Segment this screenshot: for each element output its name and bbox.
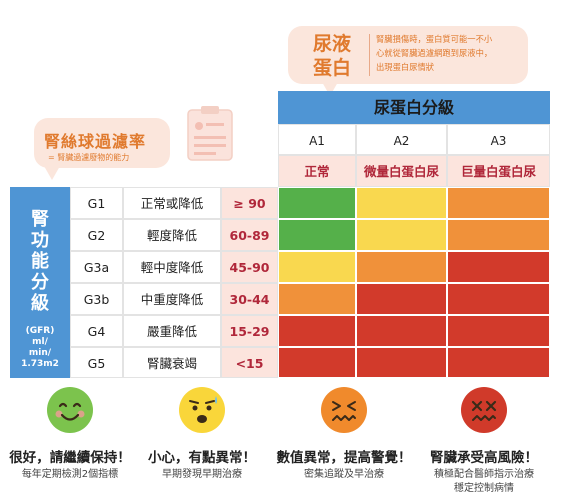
- protein-bubble-divider: [369, 34, 370, 76]
- row-g1-code: G1: [70, 187, 123, 219]
- protein-grade-header: 尿蛋白分級: [278, 91, 550, 124]
- row-g4-desc: 嚴重降低: [123, 315, 221, 347]
- risk-cell-g1-a3: [447, 187, 550, 219]
- side-char: 分: [31, 272, 49, 293]
- unit-line: min/: [28, 348, 52, 358]
- row-g3a-value: 45-90: [221, 251, 278, 283]
- row-g2-value: 60-89: [221, 219, 278, 251]
- protein-desc-line1: 腎臟損傷時，蛋白質可能一不小: [376, 34, 493, 44]
- risk-cell-g3a-a3: [447, 251, 550, 283]
- side-char: 能: [31, 251, 49, 272]
- gfr-bubble-subtitle: = 腎臟過濾廢物的能力: [48, 153, 130, 162]
- dizzy-face-icon: [461, 387, 507, 433]
- gfr-bubble-title: 腎絲球過濾率: [44, 132, 147, 151]
- risk-cell-g3b-a3: [447, 283, 550, 315]
- legend-caption-caution: 小心，有點異常！: [148, 450, 256, 466]
- risk-cell-g4-a3: [447, 315, 550, 347]
- protein-desc-line3: 出現蛋白尿情狀: [376, 62, 435, 72]
- row-g1-desc: 正常或降低: [123, 187, 221, 219]
- protein-desc-line2: 心就從腎臟過濾網跑到尿液中，: [376, 48, 493, 58]
- risk-cell-g1-a2: [356, 187, 447, 219]
- protein-bubble-desc: 腎臟損傷時，蛋白質可能一不小 心就從腎臟過濾網跑到尿液中， 出現蛋白尿情狀: [376, 32, 518, 74]
- protein-bubble-title: 尿液 蛋白: [296, 32, 368, 80]
- risk-cell-g5-a3: [447, 347, 550, 378]
- risk-cell-g4-a1: [278, 315, 356, 347]
- side-char: 腎: [31, 209, 49, 230]
- row-g3b-value: 30-44: [221, 283, 278, 315]
- smiling-face-icon: [47, 387, 93, 433]
- col-header-a2-code: A2: [356, 124, 447, 155]
- col-header-a2-label: 微量白蛋白尿: [356, 155, 447, 187]
- clipboard-icon: [187, 106, 233, 161]
- legend-sub-high-risk: 積極配合醫師指示治療: [434, 469, 534, 480]
- risk-cell-g5-a1: [278, 347, 356, 378]
- protein-title-line1: 尿液: [312, 33, 351, 55]
- row-g1-value: ≥ 90: [221, 187, 278, 219]
- risk-cell-g4-a2: [356, 315, 447, 347]
- unit-line: (GFR): [25, 326, 55, 336]
- distressed-face-icon: [321, 387, 367, 433]
- gfr-bubble: [34, 118, 170, 168]
- legend-sub-caution: 早期發現早期治療: [162, 469, 242, 480]
- unit-line: 1.73m2: [21, 359, 59, 369]
- row-g2-code: G2: [70, 219, 123, 251]
- risk-cell-g3b-a2: [356, 283, 447, 315]
- row-g5-desc: 腎臟衰竭: [123, 347, 221, 378]
- col-header-a1-code: A1: [278, 124, 356, 155]
- col-header-a3-code: A3: [447, 124, 550, 155]
- row-g4-code: G4: [70, 315, 123, 347]
- row-g4-value: 15-29: [221, 315, 278, 347]
- side-char: 級: [31, 293, 49, 314]
- col-header-a1-label: 正常: [278, 155, 356, 187]
- row-g2-desc: 輕度降低: [123, 219, 221, 251]
- protein-title-line2: 蛋白: [312, 57, 351, 79]
- legend-caption-high-risk: 腎臟承受高風險！: [430, 450, 538, 466]
- row-g3a-code: G3a: [70, 251, 123, 283]
- risk-cell-g5-a2: [356, 347, 447, 378]
- row-g3a-desc: 輕中度降低: [123, 251, 221, 283]
- legend-caption-alert: 數值異常，提高警覺！: [276, 450, 412, 466]
- legend-caption-good: 很好，請繼續保持！: [9, 450, 131, 466]
- risk-cell-g3b-a1: [278, 283, 356, 315]
- risk-cell-g2-a2: [356, 219, 447, 251]
- gfr-bubble-tail: [44, 166, 60, 180]
- legend-sub-good: 每年定期檢測2個指標: [21, 469, 119, 480]
- row-g3b-code: G3b: [70, 283, 123, 315]
- row-g5-value: <15: [221, 347, 278, 378]
- unit-line: ml/: [32, 337, 48, 347]
- gfr-unit: (GFR) ml/ min/ 1.73m2: [10, 326, 70, 370]
- worried-face-icon: [179, 387, 225, 433]
- risk-cell-g2-a1: [278, 219, 356, 251]
- kidney-function-header: 腎 功 能 分 級 (GFR) ml/ min/ 1.73m2: [10, 187, 70, 378]
- side-char: 功: [31, 230, 49, 251]
- legend-sub-alert: 密集追蹤及早治療: [304, 469, 384, 480]
- risk-cell-g3a-a1: [278, 251, 356, 283]
- risk-cell-g2-a3: [447, 219, 550, 251]
- risk-cell-g1-a1: [278, 187, 356, 219]
- col-header-a3-label: 巨量白蛋白尿: [447, 155, 550, 187]
- kidney-function-title: 腎 功 能 分 級: [10, 209, 70, 314]
- protein-bubble: [288, 26, 528, 84]
- row-g5-code: G5: [70, 347, 123, 378]
- row-g3b-desc: 中重度降低: [123, 283, 221, 315]
- risk-cell-g3a-a2: [356, 251, 447, 283]
- legend-sub-high-risk-2: 穩定控制病情: [454, 483, 514, 494]
